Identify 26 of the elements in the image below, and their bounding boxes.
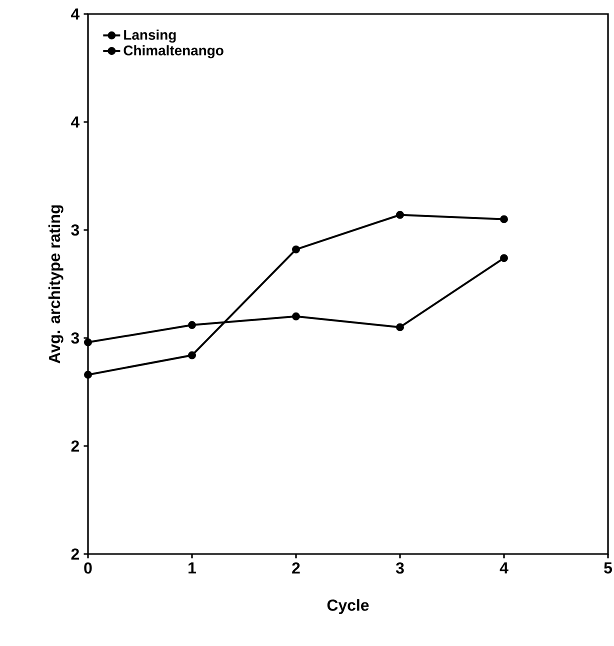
point — [292, 312, 300, 320]
point — [84, 370, 92, 379]
x-axis-title: Cycle — [327, 599, 369, 614]
point — [292, 245, 300, 254]
point — [500, 215, 508, 224]
y-tick-label: 3 — [71, 224, 80, 236]
point — [188, 351, 196, 360]
point — [188, 321, 196, 330]
point — [396, 210, 404, 219]
y-tick-label: 3 — [71, 332, 80, 344]
y-axis-title: Avg. architype rating — [48, 205, 64, 364]
point — [396, 323, 404, 332]
x-tick-label: 0 — [84, 562, 92, 574]
x-tick-label: 2 — [292, 562, 300, 574]
legend-label: Chimaltenango — [124, 45, 224, 58]
x-tick-label: 4 — [500, 562, 508, 574]
y-tick-label: 2 — [71, 440, 79, 452]
point — [500, 254, 508, 262]
x-tick-label: 1 — [188, 562, 196, 574]
y-tick-label: 2 — [71, 548, 79, 560]
point — [84, 338, 92, 346]
y-tick-label: 4 — [71, 116, 80, 128]
legend-label: Lansing — [124, 30, 176, 43]
x-tick-label: 3 — [396, 562, 404, 574]
y-tick-label: 4 — [71, 8, 80, 20]
x-tick-label: 5 — [604, 562, 612, 574]
